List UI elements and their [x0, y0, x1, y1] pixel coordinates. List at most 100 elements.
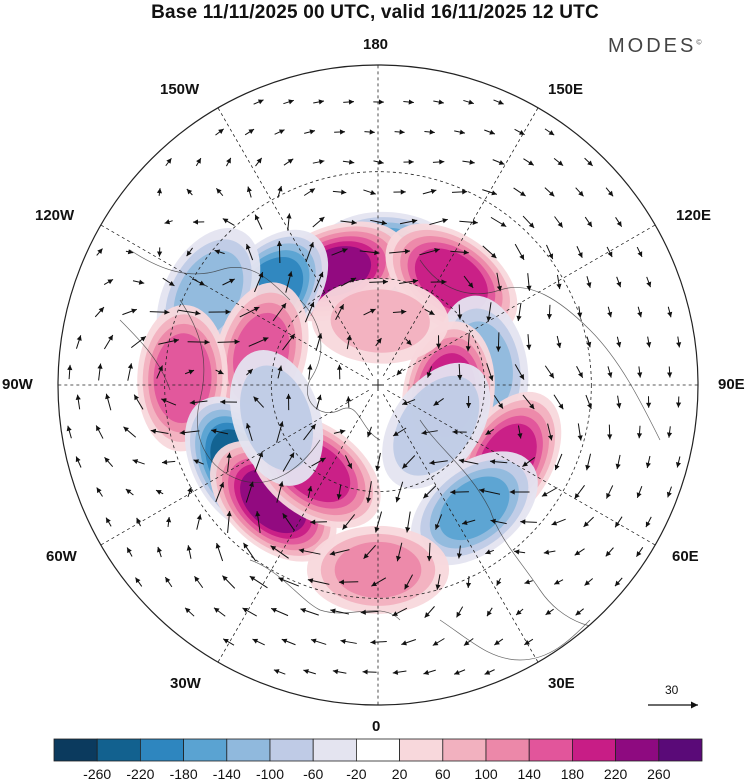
wind-vector	[105, 517, 112, 527]
wind-vector	[285, 393, 292, 411]
wind-vector	[399, 278, 419, 284]
wind-vector	[637, 306, 643, 318]
wind-vector	[286, 213, 292, 231]
wind-vector	[435, 574, 441, 590]
wind-vector	[517, 425, 523, 439]
wind-vector	[636, 547, 644, 557]
wind-vector	[426, 366, 433, 378]
colorbar-tick-label: -180	[169, 766, 198, 782]
wind-vector	[283, 158, 294, 166]
wind-vector	[457, 363, 463, 381]
wind-vector	[222, 278, 235, 286]
colorbar-tick-label: 20	[391, 766, 408, 782]
wind-vector	[553, 579, 564, 585]
wind-vector	[187, 486, 193, 498]
wind-vector	[330, 608, 350, 615]
latitude-circle	[164, 171, 592, 599]
wind-vector	[283, 99, 294, 105]
wind-vector	[575, 187, 584, 197]
wind-vector	[300, 608, 319, 616]
wind-vector	[242, 607, 257, 617]
wind-vector	[364, 129, 375, 135]
wind-vector	[96, 487, 103, 497]
wind-vector	[429, 460, 448, 466]
colorbar-tick-label: 60	[435, 766, 451, 782]
wind-vector	[666, 426, 673, 438]
wind-vector	[132, 279, 145, 285]
wind-vector	[215, 187, 224, 197]
brand-copyright-mark: ©	[696, 39, 702, 47]
wind-vector	[245, 422, 253, 442]
wind-vector	[133, 394, 144, 410]
wind-vector	[105, 393, 112, 411]
wind-vector	[132, 459, 145, 465]
wind-vector	[239, 306, 260, 318]
wind-vector	[186, 247, 193, 257]
wind-vector	[546, 304, 553, 320]
colorbar-tick-label: 100	[474, 766, 498, 782]
anomaly-contour	[153, 333, 212, 424]
wind-vector	[285, 271, 293, 293]
wind-vector	[403, 99, 414, 105]
wind-vector	[496, 272, 502, 292]
wind-vector	[554, 216, 564, 228]
wind-vector	[136, 517, 142, 527]
wind-vector	[514, 243, 525, 261]
wind-vector	[222, 575, 236, 589]
wind-vector	[178, 309, 201, 316]
wind-vector	[429, 218, 448, 226]
lon-label-150w: 150W	[160, 81, 200, 98]
wind-vector	[161, 398, 177, 406]
wind-vector	[94, 306, 105, 318]
wind-vector	[282, 513, 295, 531]
wind-vector	[586, 276, 592, 288]
wind-vector	[316, 394, 322, 410]
wind-vector	[164, 576, 173, 588]
wind-vector	[195, 157, 202, 167]
wind-vector	[450, 489, 469, 495]
wind-vector	[217, 339, 240, 345]
wind-vector	[389, 248, 411, 255]
wind-vector	[226, 452, 232, 472]
wind-vector	[104, 456, 114, 468]
wind-vector	[395, 481, 404, 503]
wind-vector	[187, 339, 210, 345]
wind-vector	[575, 608, 584, 616]
colorbar-tick-label: 180	[560, 766, 585, 782]
anomaly-center	[311, 278, 449, 364]
wind-vector	[189, 399, 208, 406]
wind-vector	[526, 273, 532, 291]
colorbar-swatch	[355, 738, 400, 762]
wind-vector	[75, 394, 81, 410]
wind-vector	[215, 369, 224, 375]
wind-vector	[270, 545, 289, 559]
wind-vector	[675, 456, 681, 468]
wind-vector	[556, 274, 562, 290]
wind-vector	[392, 427, 407, 437]
brand-name: MODES	[608, 35, 697, 57]
wind-vector	[344, 455, 353, 469]
wind-vector	[607, 306, 613, 318]
wind-vector	[401, 639, 417, 646]
wind-vector	[156, 188, 163, 196]
wind-vector	[463, 275, 474, 289]
wind-vector	[215, 128, 225, 136]
wind-vector	[576, 246, 583, 258]
wind-vector	[126, 547, 133, 557]
wind-vector	[305, 241, 314, 263]
wind-vector	[307, 364, 313, 380]
wind-vector	[370, 219, 388, 226]
wind-vector	[482, 245, 497, 259]
wind-vector	[127, 363, 133, 381]
wind-vector	[465, 576, 472, 588]
wind-vector	[215, 542, 224, 562]
colorbar-swatch	[615, 738, 660, 762]
wind-vector	[515, 608, 524, 616]
wind-vector	[335, 304, 345, 320]
wind-vector	[313, 271, 324, 293]
wind-vector	[196, 514, 202, 530]
wind-vector	[362, 669, 377, 675]
wind-vector	[246, 368, 254, 376]
colorbar-tick-label: 220	[603, 766, 628, 782]
